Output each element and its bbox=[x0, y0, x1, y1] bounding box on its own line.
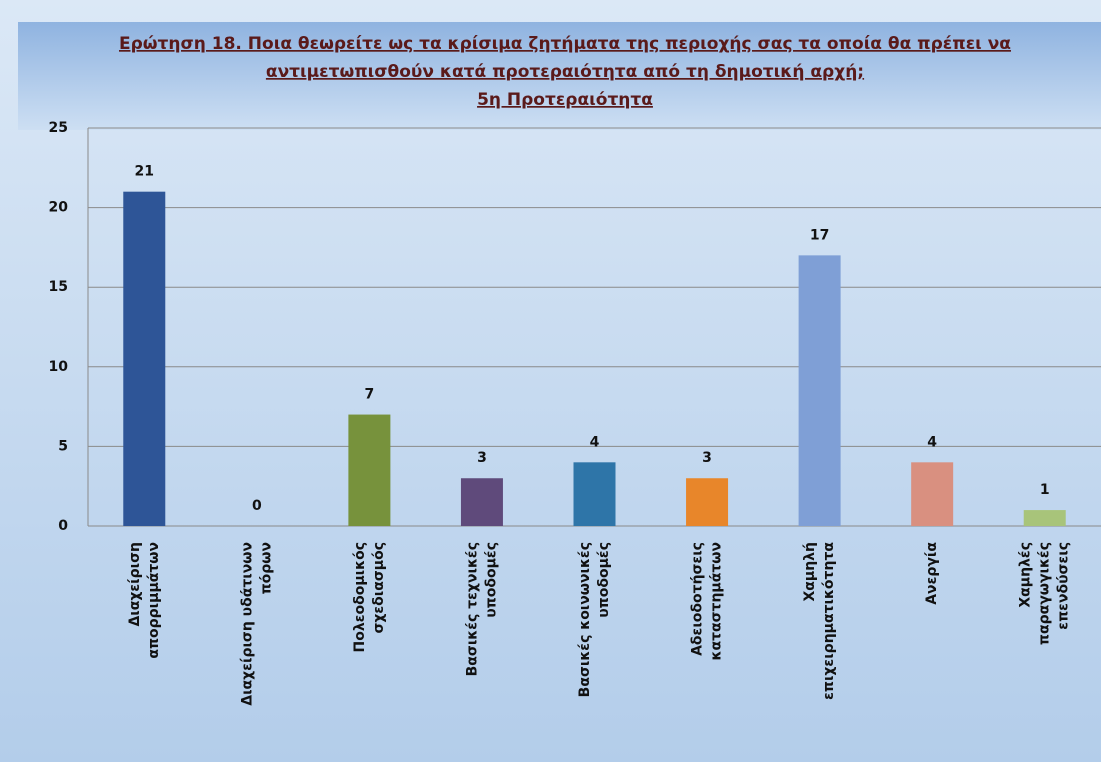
x-tick-label: Βασικές τεχνικές υποδομές bbox=[464, 542, 499, 676]
x-tick-label-line: πόρων bbox=[258, 542, 274, 594]
x-tick-label-line: Διαχείριση bbox=[127, 542, 143, 627]
data-label: 21 bbox=[135, 164, 154, 180]
bar bbox=[123, 191, 166, 526]
x-tick-label: Αδειοδοτήσεις καταστημάτων bbox=[690, 542, 725, 660]
bar bbox=[348, 414, 391, 526]
x-tick-label-line: επενδύσεις bbox=[1056, 542, 1072, 630]
y-tick-label: 15 bbox=[49, 279, 68, 295]
bar bbox=[911, 462, 954, 526]
x-tick-label: Ανεργία bbox=[924, 542, 940, 605]
data-label: 4 bbox=[590, 434, 600, 450]
data-label: 17 bbox=[810, 227, 829, 243]
x-tick-label: Διαχείριση απορριμμάτων bbox=[127, 542, 162, 659]
data-label: 1 bbox=[1040, 482, 1050, 498]
x-tick-label-line: Πολεοδομικός bbox=[352, 542, 368, 652]
x-tick-label: Βασικές κοινωνικές υποδομές bbox=[577, 542, 612, 697]
x-tick-label-line: Ανεργία bbox=[924, 542, 940, 605]
x-tick-label-line: Βασικές κοινωνικές bbox=[577, 542, 593, 697]
x-tick-label-line: υποδομές bbox=[596, 542, 612, 618]
y-tick-label: 5 bbox=[58, 438, 68, 454]
y-tick-label: 20 bbox=[49, 200, 69, 216]
x-tick-label-line: Διαχείριση υδάτινων bbox=[239, 542, 255, 706]
y-tick-label: 25 bbox=[49, 120, 68, 136]
x-tick-label: Διαχείριση υδάτινων πόρων bbox=[239, 542, 274, 706]
x-tick-label-line: Βασικές τεχνικές bbox=[464, 542, 480, 676]
data-label: 7 bbox=[365, 387, 375, 403]
bar bbox=[686, 478, 729, 526]
title-band bbox=[18, 22, 1101, 130]
chart-title: Ερώτηση 18. Ποια θεωρείτε ως τα κρίσιμα … bbox=[119, 34, 1011, 54]
x-tick-label: Χαμηλή επιχειρηματικότητα bbox=[802, 542, 837, 700]
x-tick-label-line: Αδειοδοτήσεις bbox=[690, 542, 706, 656]
x-tick-label-line: απορριμμάτων bbox=[146, 542, 162, 659]
x-tick-label-line: Χαμηλές bbox=[1018, 542, 1034, 608]
data-label: 0 bbox=[252, 498, 262, 514]
y-tick-label: 10 bbox=[49, 359, 69, 375]
bar bbox=[460, 478, 503, 526]
data-label: 3 bbox=[702, 450, 712, 466]
data-label: 3 bbox=[477, 450, 487, 466]
bar bbox=[1023, 510, 1066, 526]
bar bbox=[573, 462, 616, 526]
x-tick-label-line: επιχειρηματικότητα bbox=[821, 542, 837, 700]
chart-title: αντιμετωπισθούν κατά προτεραιότητα από τ… bbox=[266, 62, 864, 82]
x-tick-label-line: σχεδιασμός bbox=[371, 542, 387, 634]
y-tick-label: 0 bbox=[58, 518, 68, 534]
x-tick-label: Χαμηλές παραγωγικές επενδύσεις bbox=[1018, 542, 1072, 645]
x-tick-label: Πολεοδομικός σχεδιασμός bbox=[352, 542, 387, 652]
chart-subtitle: 5η Προτεραιότητα bbox=[477, 90, 653, 110]
bar bbox=[798, 255, 841, 527]
x-tick-label-line: υποδομές bbox=[483, 542, 499, 618]
data-label: 4 bbox=[927, 434, 937, 450]
x-tick-label-line: καταστημάτων bbox=[709, 542, 725, 660]
x-tick-label-line: παραγωγικές bbox=[1037, 542, 1053, 645]
x-tick-label-line: Χαμηλή bbox=[802, 542, 818, 602]
